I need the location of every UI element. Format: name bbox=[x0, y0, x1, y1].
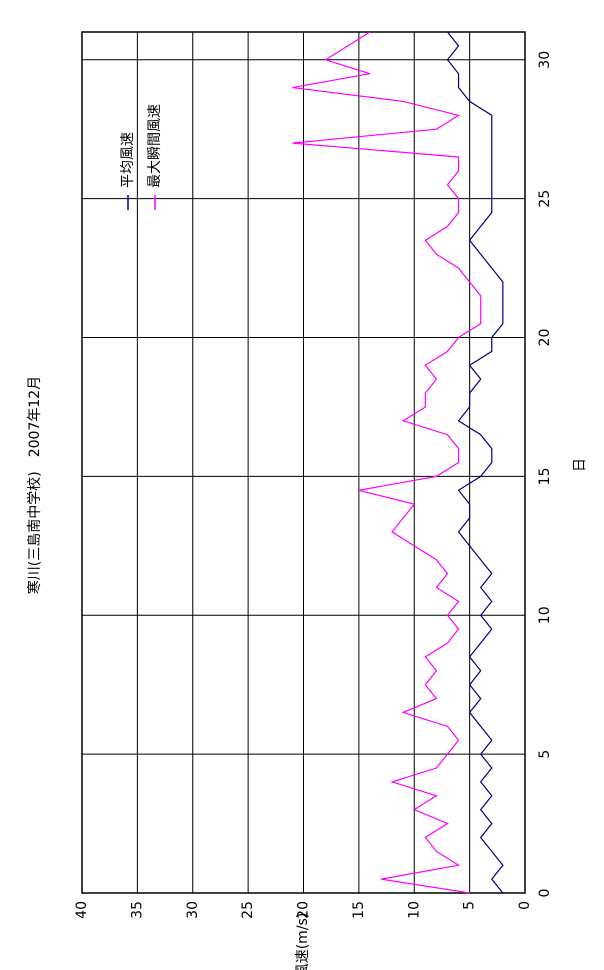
y-tick-label: 40 bbox=[74, 901, 90, 919]
x-tick-label: 30 bbox=[537, 51, 553, 69]
x-tick-label: 25 bbox=[537, 190, 553, 208]
x-tick-label: 0 bbox=[537, 889, 553, 898]
x-tick-label: 5 bbox=[537, 750, 553, 759]
y-tick-label: 10 bbox=[406, 901, 422, 919]
y-tick-label: 0 bbox=[517, 901, 533, 910]
rotated-chart: 寒川(三島南中学校) 2007年12月 日 風速(m/s) 0 5 10 15 20 25… bbox=[26, 31, 588, 970]
y-tick-label: 5 bbox=[462, 901, 478, 910]
y-tick-label: 15 bbox=[351, 901, 367, 919]
x-tick-label: 15 bbox=[537, 467, 553, 485]
data-line bbox=[292, 31, 482, 894]
y-tick-label: 30 bbox=[185, 901, 201, 919]
x-axis-label: 日 bbox=[572, 458, 588, 472]
y-tick-label: 20 bbox=[296, 901, 312, 919]
legend-label: 最大瞬間風速 bbox=[147, 104, 163, 188]
plot-frame bbox=[81, 31, 526, 894]
y-axis-label: 風速(m/s) bbox=[295, 913, 311, 970]
x-tick-label: 20 bbox=[537, 329, 553, 347]
chart-title: 寒川(三島南中学校) 2007年12月 bbox=[26, 376, 43, 594]
y-tick-label: 35 bbox=[129, 901, 145, 919]
data-line bbox=[446, 31, 504, 894]
x-tick-label: 10 bbox=[537, 606, 553, 624]
y-tick-label: 25 bbox=[240, 901, 256, 919]
legend-label: 平均風速 bbox=[120, 132, 136, 188]
